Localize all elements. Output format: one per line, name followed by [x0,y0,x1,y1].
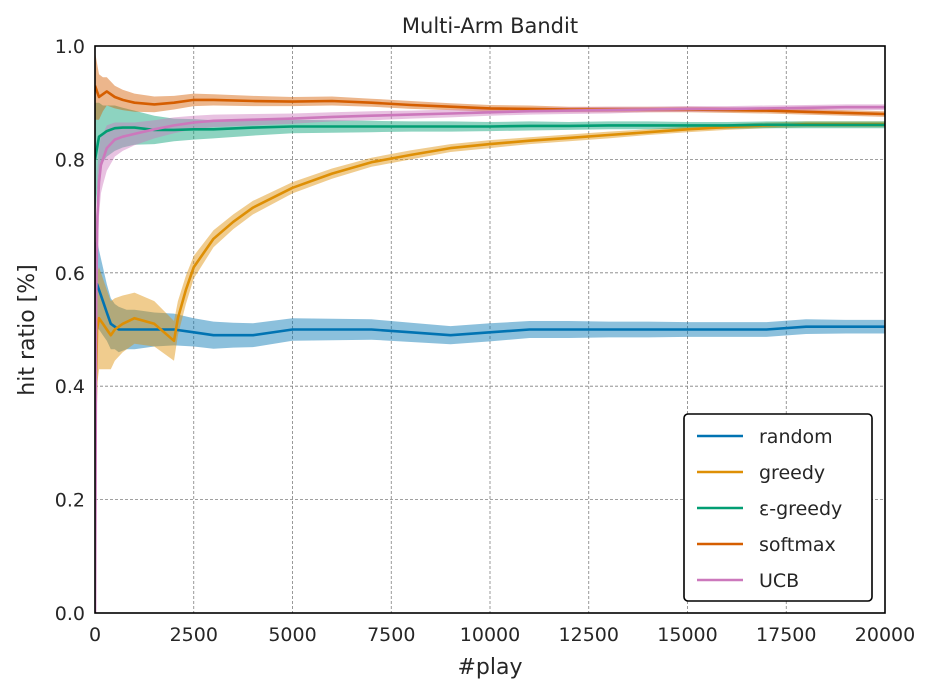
x-tick-label: 17500 [756,624,816,646]
line-random [95,282,885,337]
x-axis-label: #play [457,655,522,680]
y-tick-label: 0.2 [55,490,85,512]
x-tick-label: 7500 [367,624,415,646]
x-tick-label: 2500 [170,624,218,646]
x-tick-label: 5000 [268,624,316,646]
legend-box [683,413,873,602]
x-tick-label: 10000 [460,624,520,646]
y-axis-label: hit ratio [%] [15,264,40,395]
x-tick-label: 20000 [855,624,915,646]
legend-label: greedy [759,462,825,484]
y-tick-label: 1.0 [55,36,85,58]
band-ε-greedy [95,102,885,217]
band-random [95,238,885,353]
plot-frame [94,45,886,614]
y-axis-ticks: 0.0 0.2 0.4 0.6 0.8 1.0 [55,36,85,625]
legend: random greedy ε-greedy softmax UCB [683,413,873,602]
x-axis-ticks: 0 2500 5000 7500 10000 12500 15000 17500 20000 [89,624,915,646]
y-tick-label: 0.8 [55,149,85,171]
line-ε-greedy [95,123,885,160]
x-tick-label: 15000 [657,624,717,646]
chart-title: Multi-Arm Bandit [402,14,578,38]
legend-label: UCB [759,570,799,592]
series-lines [95,85,885,613]
line-greedy [95,122,885,443]
legend-label: random [759,426,833,448]
line-UCB [95,105,885,613]
x-tick-label: 12500 [559,624,619,646]
y-tick-label: 0.0 [55,603,85,625]
y-tick-label: 0.6 [55,263,85,285]
legend-label: ε-greedy [759,498,842,520]
legend-label: softmax [759,534,836,556]
x-tick-label: 0 [89,624,101,646]
y-tick-label: 0.4 [55,376,85,398]
